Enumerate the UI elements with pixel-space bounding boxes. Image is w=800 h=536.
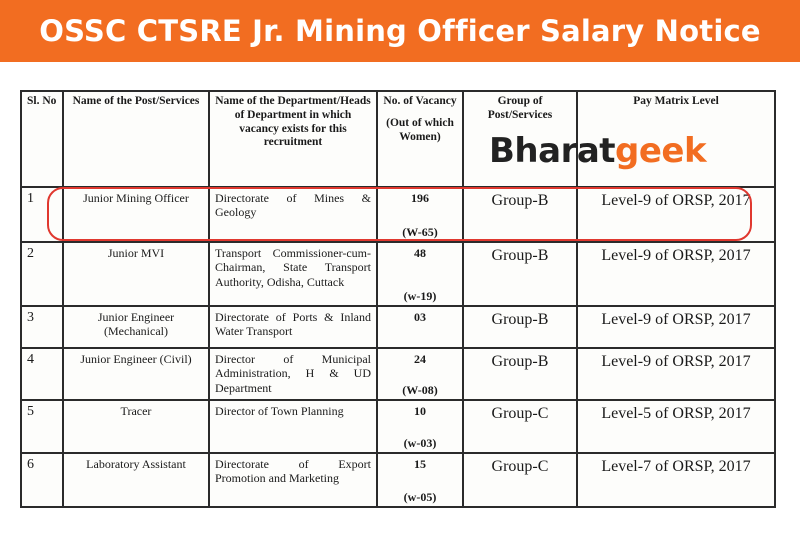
- cell-sl: 4: [20, 347, 64, 401]
- cell-sl: 1: [20, 186, 64, 243]
- notice-document: Sl. No Name of the Post/Services Name of…: [20, 90, 776, 508]
- cell-post: Junior Mining Officer: [62, 186, 210, 243]
- cell-post: Junior Engineer (Civil): [62, 347, 210, 401]
- cell-department: Director of Town Planning: [208, 399, 378, 454]
- vacancy-count: 24: [414, 352, 426, 366]
- cell-group: Group-B: [462, 241, 578, 307]
- header-post: Name of the Post/Services: [62, 90, 210, 188]
- cell-pay-level: Level-5 of ORSP, 2017: [576, 399, 776, 454]
- cell-post: Laboratory Assistant: [62, 452, 210, 508]
- table-header-row: Sl. No Name of the Post/Services Name of…: [20, 90, 776, 188]
- cell-post: Junior MVI: [62, 241, 210, 307]
- women-count: (W-08): [402, 382, 438, 397]
- cell-vacancy: 10 (w-03): [376, 399, 464, 454]
- women-count: (w-19): [403, 288, 437, 303]
- title-banner: OSSC CTSRE Jr. Mining Officer Salary Not…: [0, 0, 800, 62]
- cell-department: Directorate of Mines & Geology: [208, 186, 378, 243]
- cell-sl: 3: [20, 305, 64, 349]
- watermark-part-2: geek: [615, 131, 707, 171]
- cell-group: Group-B: [462, 305, 578, 349]
- cell-vacancy: 24 (W-08): [376, 347, 464, 401]
- table-row: 3 Junior Engineer (Mechanical) Directora…: [20, 305, 776, 349]
- cell-post: Junior Engineer (Mechanical): [62, 305, 210, 349]
- women-count: (w-03): [403, 435, 437, 450]
- cell-sl: 2: [20, 241, 64, 307]
- cell-group: Group-C: [462, 452, 578, 508]
- cell-group: Group-B: [462, 186, 578, 243]
- header-vacancy: No. of Vacancy (Out of which Women): [376, 90, 464, 188]
- cell-department: Director of Municipal Administration, H …: [208, 347, 378, 401]
- header-pay-matrix: Pay Matrix Level: [576, 90, 776, 188]
- cell-post: Tracer: [62, 399, 210, 454]
- bharatgeek-watermark: Bharatgeek: [489, 131, 707, 171]
- women-count: (w-05): [403, 489, 437, 504]
- cell-department: Directorate of Export Promotion and Mark…: [208, 452, 378, 508]
- table-row: 1 Junior Mining Officer Directorate of M…: [20, 186, 776, 243]
- vacancy-count: 10: [414, 404, 426, 418]
- header-vacancy-label: No. of Vacancy: [383, 95, 457, 107]
- table-row: 5 Tracer Director of Town Planning 10 (w…: [20, 399, 776, 454]
- page-title: OSSC CTSRE Jr. Mining Officer Salary Not…: [39, 14, 761, 48]
- cell-vacancy: 03: [376, 305, 464, 349]
- cell-pay-level: Level-7 of ORSP, 2017: [576, 452, 776, 508]
- table-row: 4 Junior Engineer (Civil) Director of Mu…: [20, 347, 776, 401]
- vacancy-count: 03: [414, 310, 426, 324]
- cell-sl: 6: [20, 452, 64, 508]
- women-count: (W-65): [402, 224, 438, 239]
- vacancy-count: 196: [411, 191, 429, 205]
- header-vacancy-women: (Out of which Women): [386, 116, 454, 143]
- cell-pay-level: Level-9 of ORSP, 2017: [576, 305, 776, 349]
- cell-department: Directorate of Ports & Inland Water Tran…: [208, 305, 378, 349]
- header-department: Name of the Department/Heads of Departme…: [208, 90, 378, 188]
- cell-pay-level: Level-9 of ORSP, 2017: [576, 347, 776, 401]
- vacancy-count: 15: [414, 457, 426, 471]
- vacancy-table: Sl. No Name of the Post/Services Name of…: [20, 90, 776, 508]
- cell-sl: 5: [20, 399, 64, 454]
- cell-group: Group-B: [462, 347, 578, 401]
- header-sl-no: Sl. No: [20, 90, 64, 188]
- cell-vacancy: 48 (w-19): [376, 241, 464, 307]
- cell-vacancy: 15 (w-05): [376, 452, 464, 508]
- cell-pay-level: Level-9 of ORSP, 2017: [576, 241, 776, 307]
- cell-department: Transport Commissioner-cum-Chairman, Sta…: [208, 241, 378, 307]
- cell-pay-level: Level-9 of ORSP, 2017: [576, 186, 776, 243]
- vacancy-count: 48: [414, 246, 426, 260]
- watermark-part-1: Bharat: [489, 131, 616, 171]
- table-row: 2 Junior MVI Transport Commissioner-cum-…: [20, 241, 776, 307]
- cell-vacancy: 196 (W-65): [376, 186, 464, 243]
- table-row: 6 Laboratory Assistant Directorate of Ex…: [20, 452, 776, 508]
- header-group: Group of Post/Services: [462, 90, 578, 188]
- cell-group: Group-C: [462, 399, 578, 454]
